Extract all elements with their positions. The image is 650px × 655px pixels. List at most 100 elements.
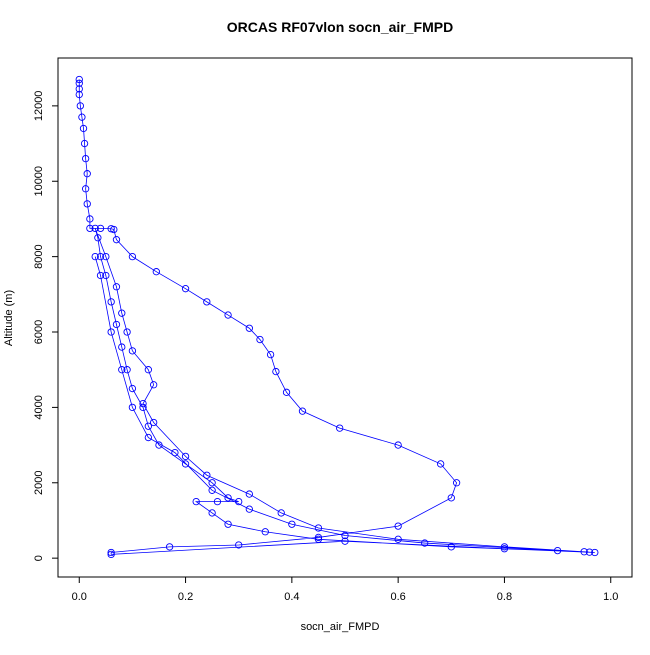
data-point <box>208 479 216 487</box>
data-point <box>213 497 222 506</box>
data-point <box>76 102 84 110</box>
data-point <box>314 535 323 543</box>
data-point <box>272 367 280 376</box>
data-point <box>591 548 599 557</box>
data-point <box>83 170 91 178</box>
x-tick-label: 0.8 <box>497 591 512 603</box>
data-point <box>224 520 232 528</box>
data-point <box>128 252 137 261</box>
data-point <box>128 403 137 412</box>
data-point <box>94 234 102 242</box>
data-point <box>112 320 121 329</box>
x-tick-label: 0.0 <box>72 591 87 603</box>
y-tick-label: 12000 <box>33 91 45 122</box>
plot-frame <box>57 57 633 578</box>
data-point <box>107 298 115 306</box>
data-point <box>261 528 269 536</box>
data-point <box>112 236 121 244</box>
data-line <box>78 79 595 555</box>
data-point <box>155 441 163 449</box>
x-tick-label: 1.0 <box>603 591 618 603</box>
data-point <box>75 85 83 93</box>
data-point <box>123 366 131 374</box>
data-point <box>75 79 83 87</box>
data-point <box>208 509 216 517</box>
y-tick-label: 6000 <box>33 320 45 344</box>
x-axis-label: socn_air_FMPD <box>301 621 380 633</box>
data-point <box>75 75 83 84</box>
data-point <box>181 285 190 293</box>
data-point <box>298 407 307 415</box>
data-point <box>86 224 94 233</box>
data-point <box>245 490 253 498</box>
data-point <box>171 448 179 457</box>
data-point <box>203 471 211 479</box>
data-point <box>139 399 147 408</box>
x-tick-label: 0.2 <box>178 591 193 603</box>
data-point <box>75 90 83 99</box>
data-point <box>107 550 115 559</box>
data-point <box>144 433 153 442</box>
data-point <box>394 535 402 543</box>
data-point <box>336 424 344 432</box>
data-point <box>314 533 323 542</box>
data-point <box>245 324 253 332</box>
data-point <box>500 545 509 553</box>
data-point <box>81 185 90 193</box>
data-point <box>181 452 190 461</box>
data-point <box>192 497 200 506</box>
data-point <box>79 124 88 133</box>
data-point <box>83 200 91 208</box>
data-point <box>86 215 94 223</box>
data-point <box>80 139 89 148</box>
data-point <box>437 460 445 468</box>
x-tick-label: 0.4 <box>284 591 299 603</box>
data-point <box>150 418 158 427</box>
data-point <box>235 497 243 506</box>
data-point <box>150 381 158 389</box>
data-point <box>144 422 153 430</box>
y-axis-label: Altitude (m) <box>3 290 15 346</box>
y-tick-label: 0 <box>33 555 45 561</box>
data-point <box>208 486 216 494</box>
data-point <box>81 154 90 163</box>
data-point <box>500 543 509 551</box>
data-point <box>235 541 243 549</box>
chart-title: ORCAS RF07vlon socn_air_FMPD <box>227 19 453 35</box>
x-tick-label: 0.6 <box>390 591 405 603</box>
data-point <box>245 505 253 513</box>
data-point <box>447 543 455 551</box>
data-point <box>452 479 461 487</box>
data-point <box>110 225 118 234</box>
data-point <box>123 328 131 336</box>
data-point <box>144 366 153 374</box>
data-point <box>421 539 429 547</box>
data-point <box>288 520 296 528</box>
data-point <box>112 283 121 291</box>
data-point <box>553 546 562 555</box>
data-point <box>447 494 455 502</box>
data-point <box>314 524 323 532</box>
data-point <box>96 224 105 233</box>
data-point <box>107 328 115 336</box>
data-point <box>118 366 126 374</box>
data-point <box>128 347 137 355</box>
data-point <box>165 543 174 551</box>
data-point <box>341 537 349 545</box>
data-point <box>102 271 110 280</box>
y-tick-label: 8000 <box>33 244 45 268</box>
data-point <box>256 335 264 344</box>
data-point <box>585 548 594 556</box>
data-point <box>118 343 126 351</box>
data-point <box>102 252 110 261</box>
data-point <box>203 298 211 306</box>
data-point <box>107 548 115 557</box>
data-point <box>277 509 285 517</box>
data-point <box>266 350 275 359</box>
data-point <box>224 311 232 319</box>
data-point <box>282 388 291 396</box>
data-point <box>394 522 402 530</box>
